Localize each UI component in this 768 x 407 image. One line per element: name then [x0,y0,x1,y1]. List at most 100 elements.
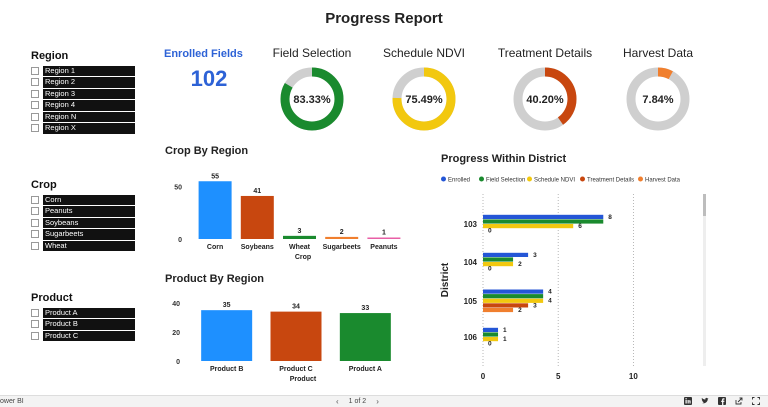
slicer-checkbox[interactable] [31,230,39,239]
slicer-item[interactable]: Region 3 [31,88,135,100]
bar-data-label: 8 [608,214,612,221]
gauge-treatment-details[interactable]: Treatment Details 40.20% [485,46,605,132]
share-icon[interactable] [734,397,743,406]
bar[interactable] [198,181,232,239]
legend-label[interactable]: Treatment Details [587,178,634,184]
slicer-item[interactable]: Region 4 [31,100,135,112]
bar[interactable] [483,298,544,303]
slicer-checkbox[interactable] [31,195,39,204]
bar-data-label: 34 [292,304,300,311]
linkedin-icon[interactable] [683,397,692,406]
bar[interactable] [240,195,274,239]
x-tick-label: Soybeans [241,244,274,251]
bar[interactable] [483,332,499,337]
report-footer: ower BI ‹ 1 of 2 › [0,395,768,407]
slicer-item[interactable]: Region 2 [31,77,135,89]
slicer-checkbox[interactable] [31,241,39,250]
bar[interactable] [325,236,359,239]
gauge-field-selection[interactable]: Field Selection 83.33% [252,46,372,132]
donut-progress-arc [626,67,690,131]
bar[interactable] [483,219,604,224]
progress-within-district-chart[interactable]: Enrolled Field Selection Schedule NDVI Trea… [436,170,716,392]
slicer-checkbox[interactable] [31,78,39,87]
slicer-checkbox[interactable] [31,101,39,110]
slicer-checkbox[interactable] [31,89,39,98]
bar-data-label: 3 [298,228,302,235]
slicer-item[interactable]: Soybeans [31,217,135,229]
product-by-region-chart[interactable]: 0 20 40 35 Product B 34 Product C 33 Product A Pr… [160,290,405,390]
donut-value: 75.49% [405,94,443,106]
slicer-checkbox[interactable] [31,218,39,227]
next-page-button[interactable]: › [376,397,379,406]
slicer-item[interactable]: Peanuts [31,206,135,218]
legend-label[interactable]: Schedule NDVI [534,178,575,184]
donut-progress-arc [513,67,577,131]
legend-label[interactable]: Enrolled [448,178,470,184]
gauge-title: Field Selection [272,46,352,60]
legend-label[interactable]: Harvest Data [645,178,681,184]
bar[interactable] [483,289,544,294]
bar[interactable] [201,310,253,361]
slicer-checkbox[interactable] [31,124,39,133]
bar[interactable] [483,303,529,308]
slicer-item[interactable]: Wheat [31,240,135,252]
gauge-title: Treatment Details [497,46,593,60]
bar[interactable] [483,214,604,219]
bar[interactable] [367,237,401,240]
donut-value: 7.84% [642,94,673,106]
scrollbar-thumb[interactable] [703,194,706,216]
bar[interactable] [483,257,514,262]
gauge-harvest-data[interactable]: Harvest Data 7.84% [598,46,718,132]
slicer-item[interactable]: Product B [31,319,135,331]
slicer-item-label: Product C [43,330,135,341]
slicer-item-label: Product B [43,319,135,330]
x-tick-label: 0 [481,372,486,381]
bar-data-label: 2 [518,261,522,268]
y-tick-label: 106 [464,333,478,342]
slicer-checkbox[interactable] [31,308,39,317]
x-tick-label: Product A [349,366,382,373]
slicer-item-label: Wheat [43,240,135,251]
bar[interactable] [339,313,391,361]
scrollbar-track[interactable] [703,194,706,366]
x-tick-label: Peanuts [370,244,397,251]
twitter-icon[interactable] [700,397,709,406]
slicer-checkbox[interactable] [31,320,39,329]
fullscreen-icon[interactable] [751,397,760,406]
bar[interactable] [483,224,574,229]
slicer-item[interactable]: Region 1 [31,65,135,77]
bar-data-label: 2 [518,307,522,314]
slicer-checkbox[interactable] [31,66,39,75]
facebook-icon[interactable] [717,397,726,406]
legend-marker [527,176,532,182]
crop-by-region-chart[interactable]: 0 50 55 Corn 41 Soybeans 3 Wheat 2 Sugarbeets 1 Pea… [160,162,405,264]
slicer-item[interactable]: Sugarbeets [31,229,135,241]
bar-data-label: 6 [578,223,582,230]
legend-label[interactable]: Field Selection [486,178,525,184]
slicer-item-label: Region N [43,111,135,122]
x-tick-label: Wheat [289,244,311,251]
bar[interactable] [270,311,322,361]
slicer-checkbox[interactable] [31,207,39,216]
bar[interactable] [483,327,499,332]
bar[interactable] [283,235,316,239]
slicer-item[interactable]: Product C [31,330,135,342]
bar[interactable] [483,337,499,342]
previous-page-button[interactable]: ‹ [336,397,339,406]
bar[interactable] [483,294,544,299]
gauge-schedule-ndvi[interactable]: Schedule NDVI 75.49% [364,46,484,132]
product-slicer: Product Product A Product B Product C [31,292,135,342]
slicer-item-label: Peanuts [43,206,135,217]
crop-slicer: Crop Corn Peanuts Soybeans Sugarbeets Wheat [31,179,135,252]
slicer-checkbox[interactable] [31,112,39,121]
slicer-item[interactable]: Product A [31,307,135,319]
bar[interactable] [483,252,529,257]
slicer-item[interactable]: Region N [31,111,135,123]
slicer-item[interactable]: Region X [31,123,135,135]
y-tick-label: 0 [178,237,182,244]
district-chart-title: Progress Within District [441,153,567,165]
bar[interactable] [483,262,514,267]
slicer-item[interactable]: Corn [31,194,135,206]
slicer-checkbox[interactable] [31,331,39,340]
bar[interactable] [483,307,514,313]
